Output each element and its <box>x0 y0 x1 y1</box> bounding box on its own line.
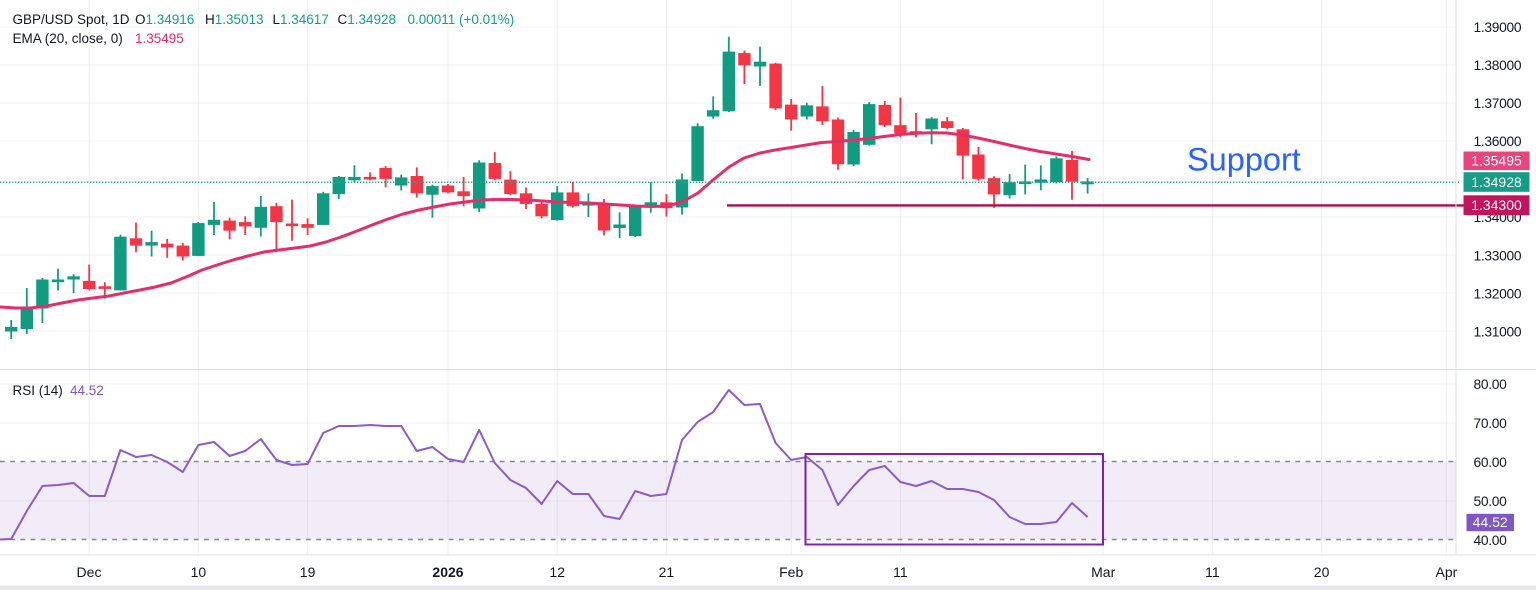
svg-text:1.31000: 1.31000 <box>1474 324 1522 339</box>
svg-text:1.38000: 1.38000 <box>1474 58 1522 73</box>
svg-text:1.34300: 1.34300 <box>1471 197 1522 213</box>
svg-text:19: 19 <box>300 564 316 580</box>
svg-text:1.33000: 1.33000 <box>1474 248 1522 263</box>
svg-text:20: 20 <box>1314 564 1330 580</box>
svg-text:Dec: Dec <box>77 564 102 580</box>
svg-text:1.39000: 1.39000 <box>1474 20 1522 35</box>
svg-text:60.00: 60.00 <box>1474 455 1508 470</box>
svg-text:1.37000: 1.37000 <box>1474 96 1522 111</box>
svg-text:70.00: 70.00 <box>1474 416 1508 431</box>
svg-text:44.52: 44.52 <box>1473 514 1508 530</box>
svg-text:Feb: Feb <box>779 564 803 580</box>
svg-text:10: 10 <box>191 564 207 580</box>
svg-text:1.32000: 1.32000 <box>1474 286 1522 301</box>
svg-text:1.36000: 1.36000 <box>1474 134 1522 149</box>
svg-text:1.34928: 1.34928 <box>1471 174 1522 190</box>
svg-text:RSI (14)44.52: RSI (14) 44.52 <box>13 383 104 398</box>
svg-text:11: 11 <box>1205 564 1220 580</box>
svg-text:11: 11 <box>893 564 908 580</box>
svg-text:Support: Support <box>1187 142 1301 178</box>
svg-text:1.35495: 1.35495 <box>1471 153 1522 169</box>
svg-text:80.00: 80.00 <box>1474 377 1508 392</box>
svg-text:40.00: 40.00 <box>1474 533 1508 548</box>
svg-text:50.00: 50.00 <box>1474 494 1508 509</box>
svg-text:2026: 2026 <box>432 564 463 580</box>
svg-text:12: 12 <box>549 564 565 580</box>
svg-text:21: 21 <box>659 564 675 580</box>
svg-text:Mar: Mar <box>1091 564 1115 580</box>
svg-text:Apr: Apr <box>1436 564 1458 580</box>
svg-text:EMA (20, close, 0)1.35495: EMA (20, close, 0) 1.35495 <box>13 31 184 46</box>
